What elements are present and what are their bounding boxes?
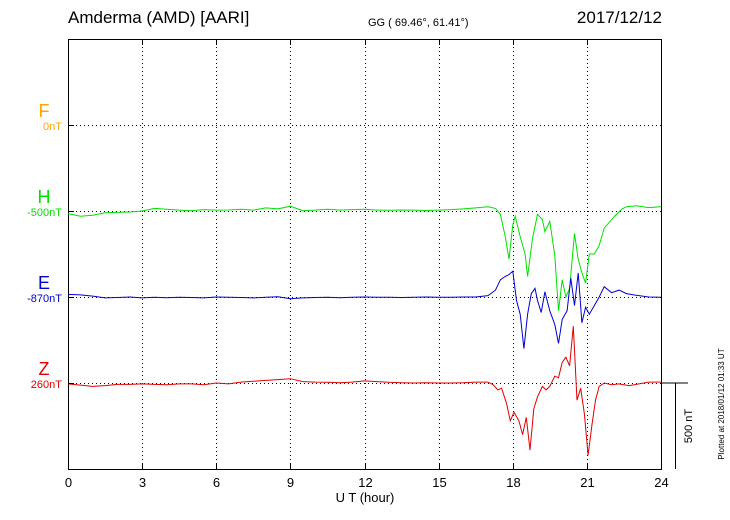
x-tick-label: 0: [65, 475, 72, 490]
series-lines: [67, 205, 662, 456]
x-tick-label: 18: [506, 475, 520, 490]
x-tick-label: 15: [432, 475, 446, 490]
x-tick-label: 9: [287, 475, 294, 490]
date-label: 2017/12/12: [576, 8, 662, 27]
x-tick-label: 6: [213, 475, 220, 490]
component-name-z: Z: [39, 359, 50, 379]
component-offset-f: 0nT: [43, 121, 62, 133]
x-tick-label: 21: [580, 475, 594, 490]
scale-bar: 500 nT: [662, 382, 695, 469]
x-axis: 0 3 6 9 12 15 18 21 24: [65, 39, 669, 490]
station-title: Amderma (AMD) [AARI]: [68, 8, 250, 27]
component-name-h: H: [38, 187, 51, 207]
grid-lines: [68, 39, 661, 469]
x-axis-title: U T (hour): [336, 490, 395, 505]
scale-bar-label: 500 nT: [683, 409, 695, 444]
series-line-z: [67, 326, 661, 456]
component-offset-e: -870nT: [27, 293, 62, 305]
series-line-h: [67, 205, 662, 311]
component-offset-h: -500nT: [27, 207, 62, 219]
component-name-e: E: [38, 273, 50, 293]
component-offset-z: 260nT: [31, 379, 62, 391]
x-tick-label: 12: [358, 475, 372, 490]
component-name-f: F: [39, 101, 50, 121]
plotted-timestamp: Plotted at 2018/01/12 01:33 UT: [717, 348, 726, 459]
series-line-e: [67, 270, 662, 349]
x-tick-label: 3: [139, 475, 146, 490]
x-tick-label: 24: [654, 475, 668, 490]
geographic-coordinates: GG ( 69.46°, 61.41°): [368, 17, 469, 29]
